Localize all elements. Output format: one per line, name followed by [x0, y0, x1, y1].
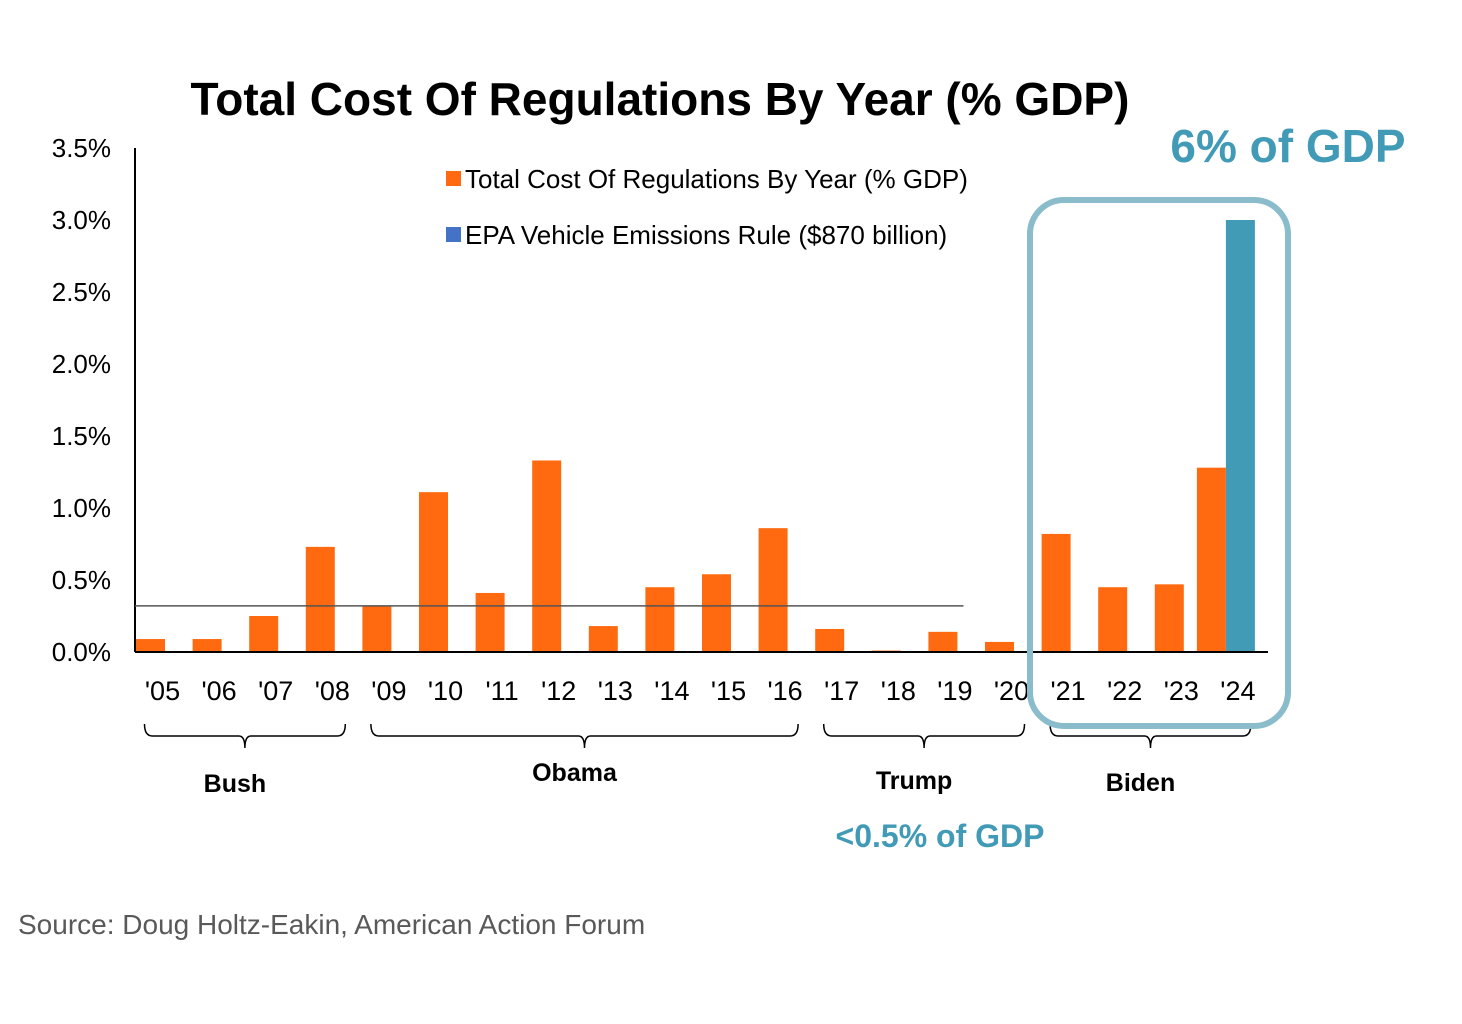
biden-callout: 6% of GDP [1170, 120, 1405, 172]
bar-y10 [419, 492, 448, 652]
bar-epa-emissions-rule [1225, 220, 1255, 652]
y-tick-label: 2.5% [52, 277, 111, 307]
bracket-obama [370, 723, 799, 749]
x-tick-label: '11 [486, 676, 519, 706]
bar-y09 [362, 605, 392, 652]
x-tick-label: '07 [258, 676, 293, 706]
x-tick-label: '22 [1107, 676, 1142, 706]
biden-highlight-box [1027, 197, 1291, 729]
bar-y06 [192, 639, 222, 652]
bar-y05 [136, 639, 165, 652]
bar-y14 [645, 587, 675, 652]
legend: Total Cost Of Regulations By Year (% GDP… [446, 164, 968, 250]
x-tick-label: '13 [598, 676, 633, 706]
bars [136, 220, 1255, 652]
bar-y08 [305, 546, 335, 652]
y-tick-label: 1.0% [52, 493, 111, 523]
legend-swatch-regulations [446, 171, 461, 186]
x-tick-label: '05 [145, 676, 180, 706]
bracket-bush [143, 723, 347, 749]
x-tick-label: '10 [428, 676, 463, 706]
bar-y17 [815, 628, 845, 652]
x-tick-label: '08 [315, 676, 350, 706]
chart-title: Total Cost Of Regulations By Year (% GDP… [191, 73, 1130, 125]
bar-y16 [758, 528, 788, 652]
bar-y15 [702, 574, 731, 652]
y-axis: 0.0% 0.5% 1.0% 1.5% 2.0% 2.5% 3.0% 3.5% [52, 133, 136, 667]
x-tick-label: '18 [881, 676, 916, 706]
x-tick-label: '24 [1220, 676, 1255, 706]
x-tick-label: '17 [824, 676, 859, 706]
bar-y19 [928, 631, 958, 652]
y-tick-label: 0.5% [52, 565, 111, 595]
group-label-biden: Biden [1106, 769, 1175, 797]
x-axis: '05 '06 '07 '08 '09 '10 '11 '12 '13 '14 '15 '16 '17 '… [135, 651, 1268, 706]
bar-y20 [985, 641, 1014, 652]
x-tick-label: '23 [1164, 676, 1199, 706]
y-tick-label: 2.0% [52, 349, 111, 379]
bar-y22 [1098, 587, 1128, 652]
source-note: Source: Doug Holtz-Eakin, American Actio… [18, 909, 645, 940]
x-tick-label: '16 [768, 676, 803, 706]
group-label-obama: Obama [532, 759, 618, 787]
bracket-trump [822, 723, 1026, 749]
bar-y23 [1154, 584, 1184, 652]
x-tick-label: '14 [654, 676, 689, 706]
legend-swatch-epa [446, 227, 461, 242]
bar-y24 [1196, 467, 1226, 652]
bar-y12 [532, 460, 562, 652]
bar-y11 [475, 592, 505, 652]
group-label-trump: Trump [876, 767, 952, 795]
x-tick-label: '19 [937, 676, 972, 706]
bracket-biden [1049, 723, 1252, 749]
y-tick-label: 1.5% [52, 421, 111, 451]
y-tick-label: 3.0% [52, 205, 111, 235]
x-tick-label: '21 [1051, 676, 1086, 706]
bar-y07 [249, 616, 279, 652]
bar-y13 [588, 626, 618, 652]
bar-y21 [1041, 533, 1071, 652]
x-tick-label: '06 [202, 676, 237, 706]
group-label-bush: Bush [204, 770, 267, 798]
x-tick-label: '20 [994, 676, 1029, 706]
legend-label-epa: EPA Vehicle Emissions Rule ($870 billion… [465, 220, 947, 250]
x-tick-label: '12 [541, 676, 576, 706]
legend-label-regulations: Total Cost Of Regulations By Year (% GDP… [465, 164, 968, 194]
trump-callout: <0.5% of GDP [836, 818, 1045, 854]
president-groups: Bush Obama Trump Biden [143, 723, 1252, 798]
x-tick-label: '09 [371, 676, 406, 706]
y-tick-label: 0.0% [52, 637, 111, 667]
x-tick-label: '15 [711, 676, 746, 706]
y-tick-label: 3.5% [52, 133, 111, 163]
